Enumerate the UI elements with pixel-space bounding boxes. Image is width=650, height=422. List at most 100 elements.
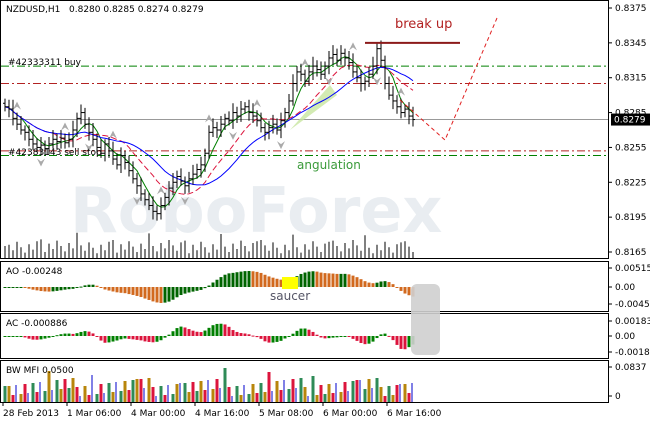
ac-bar [203,330,207,336]
price-bar [95,133,99,154]
ac-bar [263,336,267,342]
mfi-bar [103,393,105,402]
ac-bar [179,326,183,336]
fractal-arrow-icon [277,141,285,150]
price-bar [67,132,71,148]
mfi-bar [67,388,71,402]
fractal-arrow-icon [229,131,237,140]
ac-bar [191,330,195,336]
ac-bar [59,334,63,336]
ac-bar [91,333,95,336]
mfi-bar [155,396,157,402]
mfi-bar [375,378,379,402]
fractal-arrow-icon [61,122,69,131]
ac-bar [159,336,163,341]
price-bar [383,55,387,90]
mfi-bar [7,386,11,402]
price-bar [51,130,55,149]
price-bar [79,104,83,125]
ac-bar [243,333,247,336]
ac-bar [135,336,139,340]
mfi-bar [315,395,319,402]
sell-stop-order-label[interactable]: #42383143 sell stop [8,148,102,158]
ao-bar [95,285,99,287]
price-bar [411,106,415,127]
ac-bar [315,334,319,336]
mfi-bar [79,396,81,402]
price-bar [303,69,307,88]
ac-bar [287,336,291,337]
price-bar [139,177,143,201]
mfi-bar [147,378,151,402]
time-tick-label: 4 Mar 16:00 [195,409,250,419]
mfi-bar [331,393,335,402]
ac-bar [259,336,263,339]
ao-bar [343,273,347,287]
mfi-bar [75,387,79,402]
mfi-bar [395,385,399,402]
price-bar [307,64,311,86]
ac-bar [303,328,307,336]
mfi-bar [59,389,63,402]
mfi-bar [323,394,327,402]
ao-bar [243,271,247,287]
ac-bar [275,336,279,342]
price-bar [363,76,367,91]
watermark: RoboForex [70,174,442,247]
ao-bar [299,273,303,287]
ao-bar [339,273,343,287]
fractal-arrow-icon [301,58,309,67]
price-bar [107,136,111,158]
mfi-bar [255,393,259,402]
ac-bar [151,336,155,343]
ac-bar [15,336,19,337]
ao-bar [143,287,147,299]
ac-bar [215,323,219,336]
fractal-arrow-icon [325,77,333,86]
ao-bar [147,287,151,300]
mfi-bar [239,395,243,402]
ac-bar [175,328,179,336]
mfi-bar [151,387,155,402]
price-bar [19,116,23,135]
ao-bar [151,287,155,302]
ac-bar [267,336,271,343]
price-bar [407,102,411,125]
ao-bar [359,279,363,287]
ao-bar [407,287,411,296]
mfi-bar [311,376,315,402]
ac-bar [227,326,231,336]
buy-order-label[interactable]: #42333311 buy [8,58,82,68]
mfi-bar [319,385,323,402]
ac-bar [295,330,299,336]
mfi-bar [23,384,27,402]
price-bar [207,125,211,160]
ao-tick-label: 0.00 [615,283,635,293]
mfi-bar [347,391,349,402]
mfi-bar [299,378,303,402]
ao-bar [175,287,179,298]
price-bar [379,40,383,68]
ac-bar [351,336,355,339]
price-bar [355,66,359,83]
ao-bar [51,287,55,292]
ao-bar [255,271,259,287]
ao-bar [331,273,335,287]
ao-bar [115,287,119,293]
price-bar [219,116,223,137]
mfi-bar [279,390,283,402]
ao-bar [159,287,163,303]
price-bar [247,99,251,121]
ao-bar [3,287,7,288]
mfi-bar [195,391,199,402]
ac-bar [43,336,47,339]
ao-bar [127,287,131,295]
ac-bar [3,336,7,337]
price-bar [59,130,63,149]
ao-bar [83,285,87,287]
mfi-bar [203,390,207,402]
ac-bar [307,329,311,336]
mfi-bar [123,381,127,402]
mfi-bar [231,396,233,402]
